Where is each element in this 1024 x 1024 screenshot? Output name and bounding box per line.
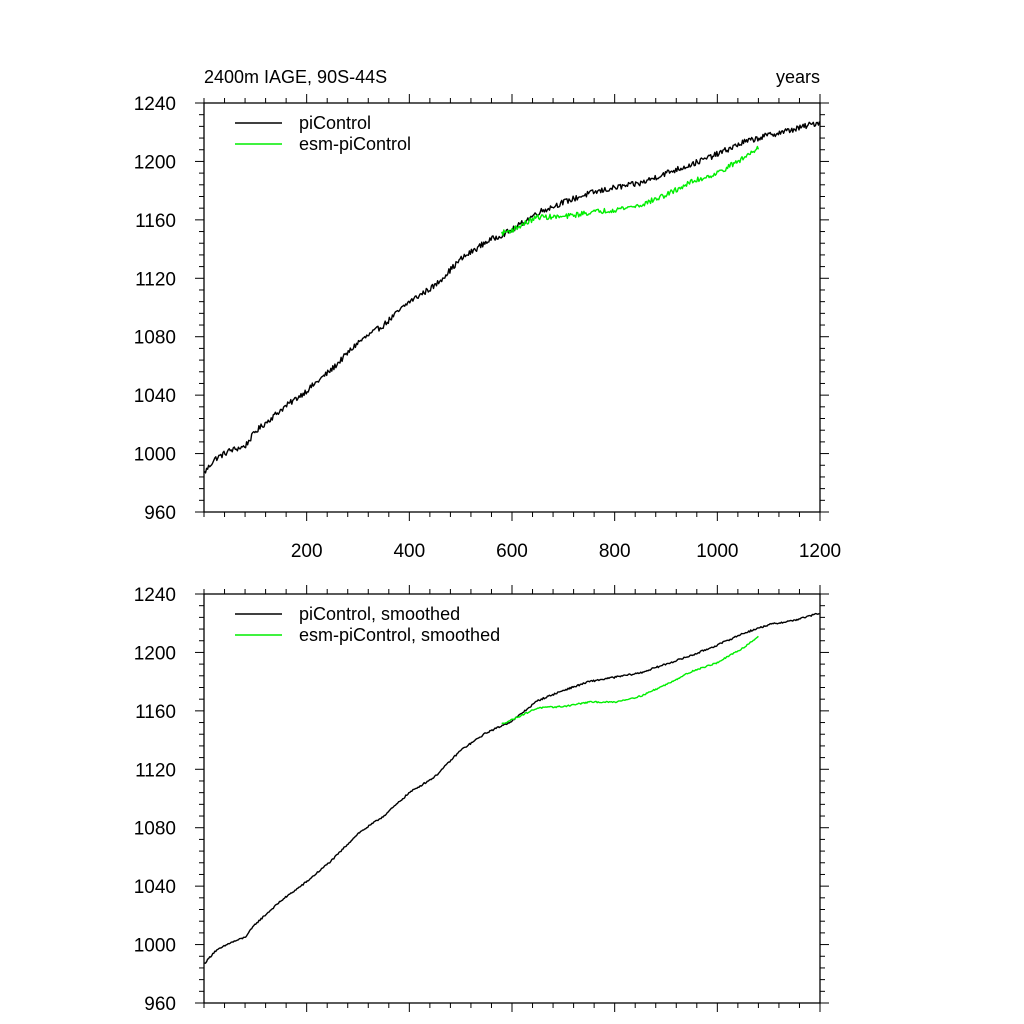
- x-units-label: years: [776, 67, 820, 87]
- top-panel: 960 1000 1040 1080 1120 1160 1200 1240 200 400 600…: [134, 94, 841, 562]
- plot-frame: [203, 593, 821, 1004]
- series-line-esm-picontrol-smoothed: [501, 635, 759, 725]
- series-line-picontrol: [203, 121, 821, 474]
- y-tick-label: 1040: [134, 386, 176, 407]
- y-tick-label: 1200: [134, 152, 176, 173]
- y-tick-label: 1200: [134, 643, 176, 664]
- y-tick-label: 960: [144, 503, 176, 524]
- y-tick-label: 1000: [134, 936, 176, 957]
- x-tick-label: 1200: [799, 541, 841, 562]
- y-tick-label: 1240: [134, 94, 176, 115]
- legend-label: piControl: [299, 113, 371, 133]
- y-tick-label: 1120: [135, 269, 176, 290]
- y-tick-label: 1000: [134, 445, 176, 466]
- legend-label: esm-piControl: [299, 134, 411, 154]
- y-tick-label: 1080: [134, 328, 176, 349]
- y-tick-label: 1240: [134, 585, 176, 606]
- y-tick-label: 1040: [134, 877, 176, 898]
- legend-label: esm-piControl, smoothed: [299, 625, 500, 645]
- legend-label: piControl, smoothed: [299, 604, 460, 624]
- chart-title: 2400m IAGE, 90S-44S: [204, 67, 387, 87]
- y-tick-label: 960: [144, 994, 176, 1015]
- y-tick-label: 1120: [135, 760, 176, 781]
- x-tick-label: 800: [599, 541, 631, 562]
- x-tick-label: 600: [496, 541, 528, 562]
- x-tick-label: 1000: [696, 541, 738, 562]
- y-tick-label: 1160: [135, 211, 176, 232]
- series-line-esm-picontrol: [501, 145, 760, 236]
- x-tick-label: 400: [393, 541, 425, 562]
- x-tick-label: 200: [291, 541, 323, 562]
- plot-frame: [203, 102, 821, 513]
- y-tick-label: 1160: [135, 702, 176, 723]
- series-line-picontrol-smoothed: [204, 612, 820, 964]
- bottom-panel: 960 1000 1040 1080 1120 1160 1200 1240 piControl…: [134, 585, 829, 1015]
- y-tick-label: 1080: [134, 819, 176, 840]
